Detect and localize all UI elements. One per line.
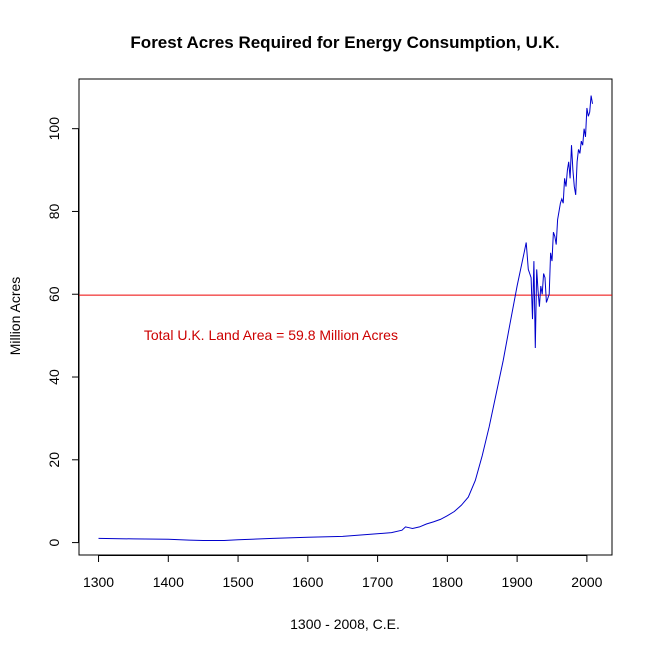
y-tick-label: 20	[46, 452, 62, 468]
x-tick-label: 1400	[153, 574, 184, 590]
plot-area: 1300 1400 1500 1600 1700 1800 1900 2000 0 20 40 60 8…	[46, 78, 613, 590]
x-tick-label: 1300	[83, 574, 114, 590]
y-tick-label: 100	[46, 117, 62, 141]
reference-annotation: Total U.K. Land Area = 59.8 Million Acre…	[144, 327, 398, 343]
y-axis-label: Million Acres	[7, 277, 23, 356]
y-tick-label: 40	[46, 369, 62, 385]
chart-title: Forest Acres Required for Energy Consump…	[130, 33, 559, 52]
x-tick-label: 1600	[292, 574, 323, 590]
x-axis-label: 1300 - 2008, C.E.	[290, 616, 400, 632]
series-line	[98, 95, 593, 541]
x-tick-label: 1900	[502, 574, 533, 590]
x-tick-label: 2000	[571, 574, 602, 590]
x-tick-label: 1800	[432, 574, 463, 590]
x-tick-label: 1700	[362, 574, 393, 590]
y-tick-label: 60	[46, 286, 62, 302]
x-tick-label: 1500	[222, 574, 253, 590]
y-tick-label: 80	[46, 203, 62, 219]
y-tick-label: 0	[46, 538, 62, 546]
